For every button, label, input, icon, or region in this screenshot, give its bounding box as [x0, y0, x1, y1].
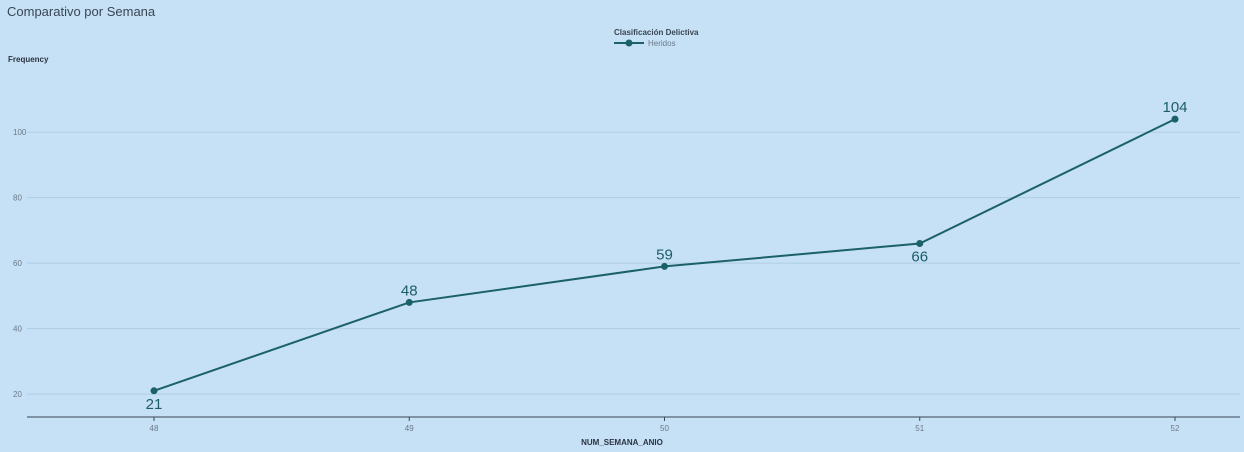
gridlines [27, 131, 1240, 395]
series-heridos [150, 115, 1179, 395]
data-point [916, 240, 924, 247]
data-point [1171, 115, 1179, 123]
data-label: 21 [146, 396, 163, 413]
panel-title: Comparativo por Semana [7, 4, 156, 19]
y-tick-label: 40 [13, 325, 22, 334]
y-tick-label: 80 [13, 194, 22, 203]
data-point [405, 298, 413, 306]
y-tick-label: 20 [13, 390, 22, 399]
x-tick-label: 49 [405, 424, 414, 433]
x-axis-title: NUM_SEMANA_ANIO [581, 438, 663, 447]
y-tick-label: 100 [13, 128, 27, 137]
y-axis-ticks: 20 40 60 80 100 [13, 128, 27, 399]
data-label: 59 [656, 246, 673, 263]
y-axis-title: Frequency [8, 55, 49, 64]
legend-item-label: Heridos [648, 38, 676, 48]
data-label: 48 [401, 282, 418, 299]
x-axis-ticks: 48 49 50 51 52 [150, 417, 1180, 433]
data-point [150, 387, 158, 395]
y-tick-label: 60 [13, 259, 22, 268]
data-labels: 21 48 59 66 104 [146, 99, 1188, 413]
data-label: 66 [911, 249, 928, 266]
legend-title: Clasificación Delictiva [614, 28, 699, 37]
legend: Clasificación Delictiva Heridos [614, 28, 698, 48]
data-point [661, 262, 668, 270]
x-tick-label: 52 [1171, 424, 1180, 433]
data-label: 104 [1162, 99, 1187, 116]
x-tick-label: 50 [660, 424, 669, 433]
legend-item[interactable]: Heridos [614, 38, 698, 48]
x-tick-label: 51 [915, 424, 924, 433]
x-tick-label: 48 [150, 424, 159, 433]
legend-swatch-icon [614, 39, 644, 47]
